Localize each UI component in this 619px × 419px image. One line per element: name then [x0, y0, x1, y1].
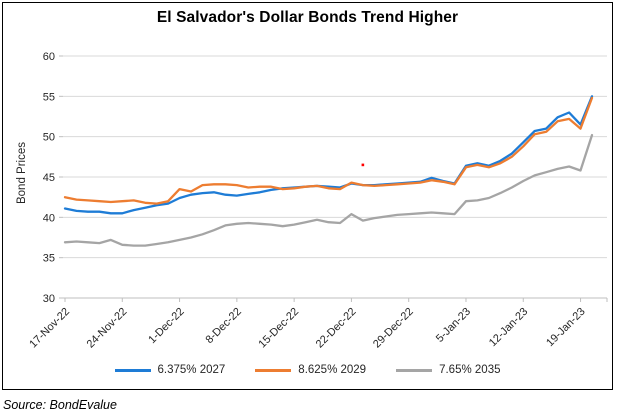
legend-label-bond-2035: 7.65% 2035 [439, 364, 501, 376]
chart-legend: 6.375% 2027 8.625% 2029 7.65% 2035 [2, 364, 613, 376]
y-tick-label: 50 [43, 132, 55, 144]
legend-swatch-bond-2035 [396, 368, 433, 372]
y-tick-label: 35 [43, 253, 55, 265]
legend-label-bond-2029: 8.625% 2029 [298, 364, 367, 376]
legend-swatch-bond-2027 [114, 368, 151, 372]
y-tick-label: 60 [43, 51, 55, 63]
x-tick-label: 15-Dec-22 [256, 306, 301, 351]
x-tick-label: 22-Dec-22 [314, 306, 359, 351]
y-tick-label: 45 [43, 172, 55, 184]
series-line-bond-2029 [63, 96, 594, 205]
x-tick-label: 5-Jan-23 [434, 306, 473, 345]
x-tick-label: 8-Dec-22 [203, 306, 243, 346]
y-tick-label: 55 [43, 91, 55, 103]
y-tick-label: 40 [43, 212, 55, 224]
chart-title: El Salvador's Dollar Bonds Trend Higher [156, 9, 459, 26]
source-note: Source: BondEvalue [3, 398, 117, 412]
legend-item-bond-2035: 7.65% 2035 [396, 364, 500, 376]
x-tick-label: 1-Dec-22 [146, 306, 186, 346]
legend-item-bond-2027: 6.375% 2027 [114, 364, 226, 376]
chart-frame [2, 2, 613, 390]
x-tick-label: 12-Jan-23 [487, 306, 531, 350]
red-dot-marker [361, 163, 365, 167]
x-tick-label: 17-Nov-22 [27, 306, 72, 351]
x-tick-label: 29-Dec-22 [371, 306, 416, 351]
x-tick-label: 19-Jan-23 [544, 306, 588, 350]
x-tick-label: 24-Nov-22 [85, 306, 130, 351]
series-line-bond-2027 [63, 95, 594, 215]
series-line-bond-2035 [63, 133, 594, 247]
legend-label-bond-2027: 6.375% 2027 [157, 364, 226, 376]
legend-item-bond-2029: 8.625% 2029 [255, 364, 366, 376]
y-tick-label: 30 [43, 293, 55, 305]
legend-swatch-bond-2029 [255, 368, 292, 372]
